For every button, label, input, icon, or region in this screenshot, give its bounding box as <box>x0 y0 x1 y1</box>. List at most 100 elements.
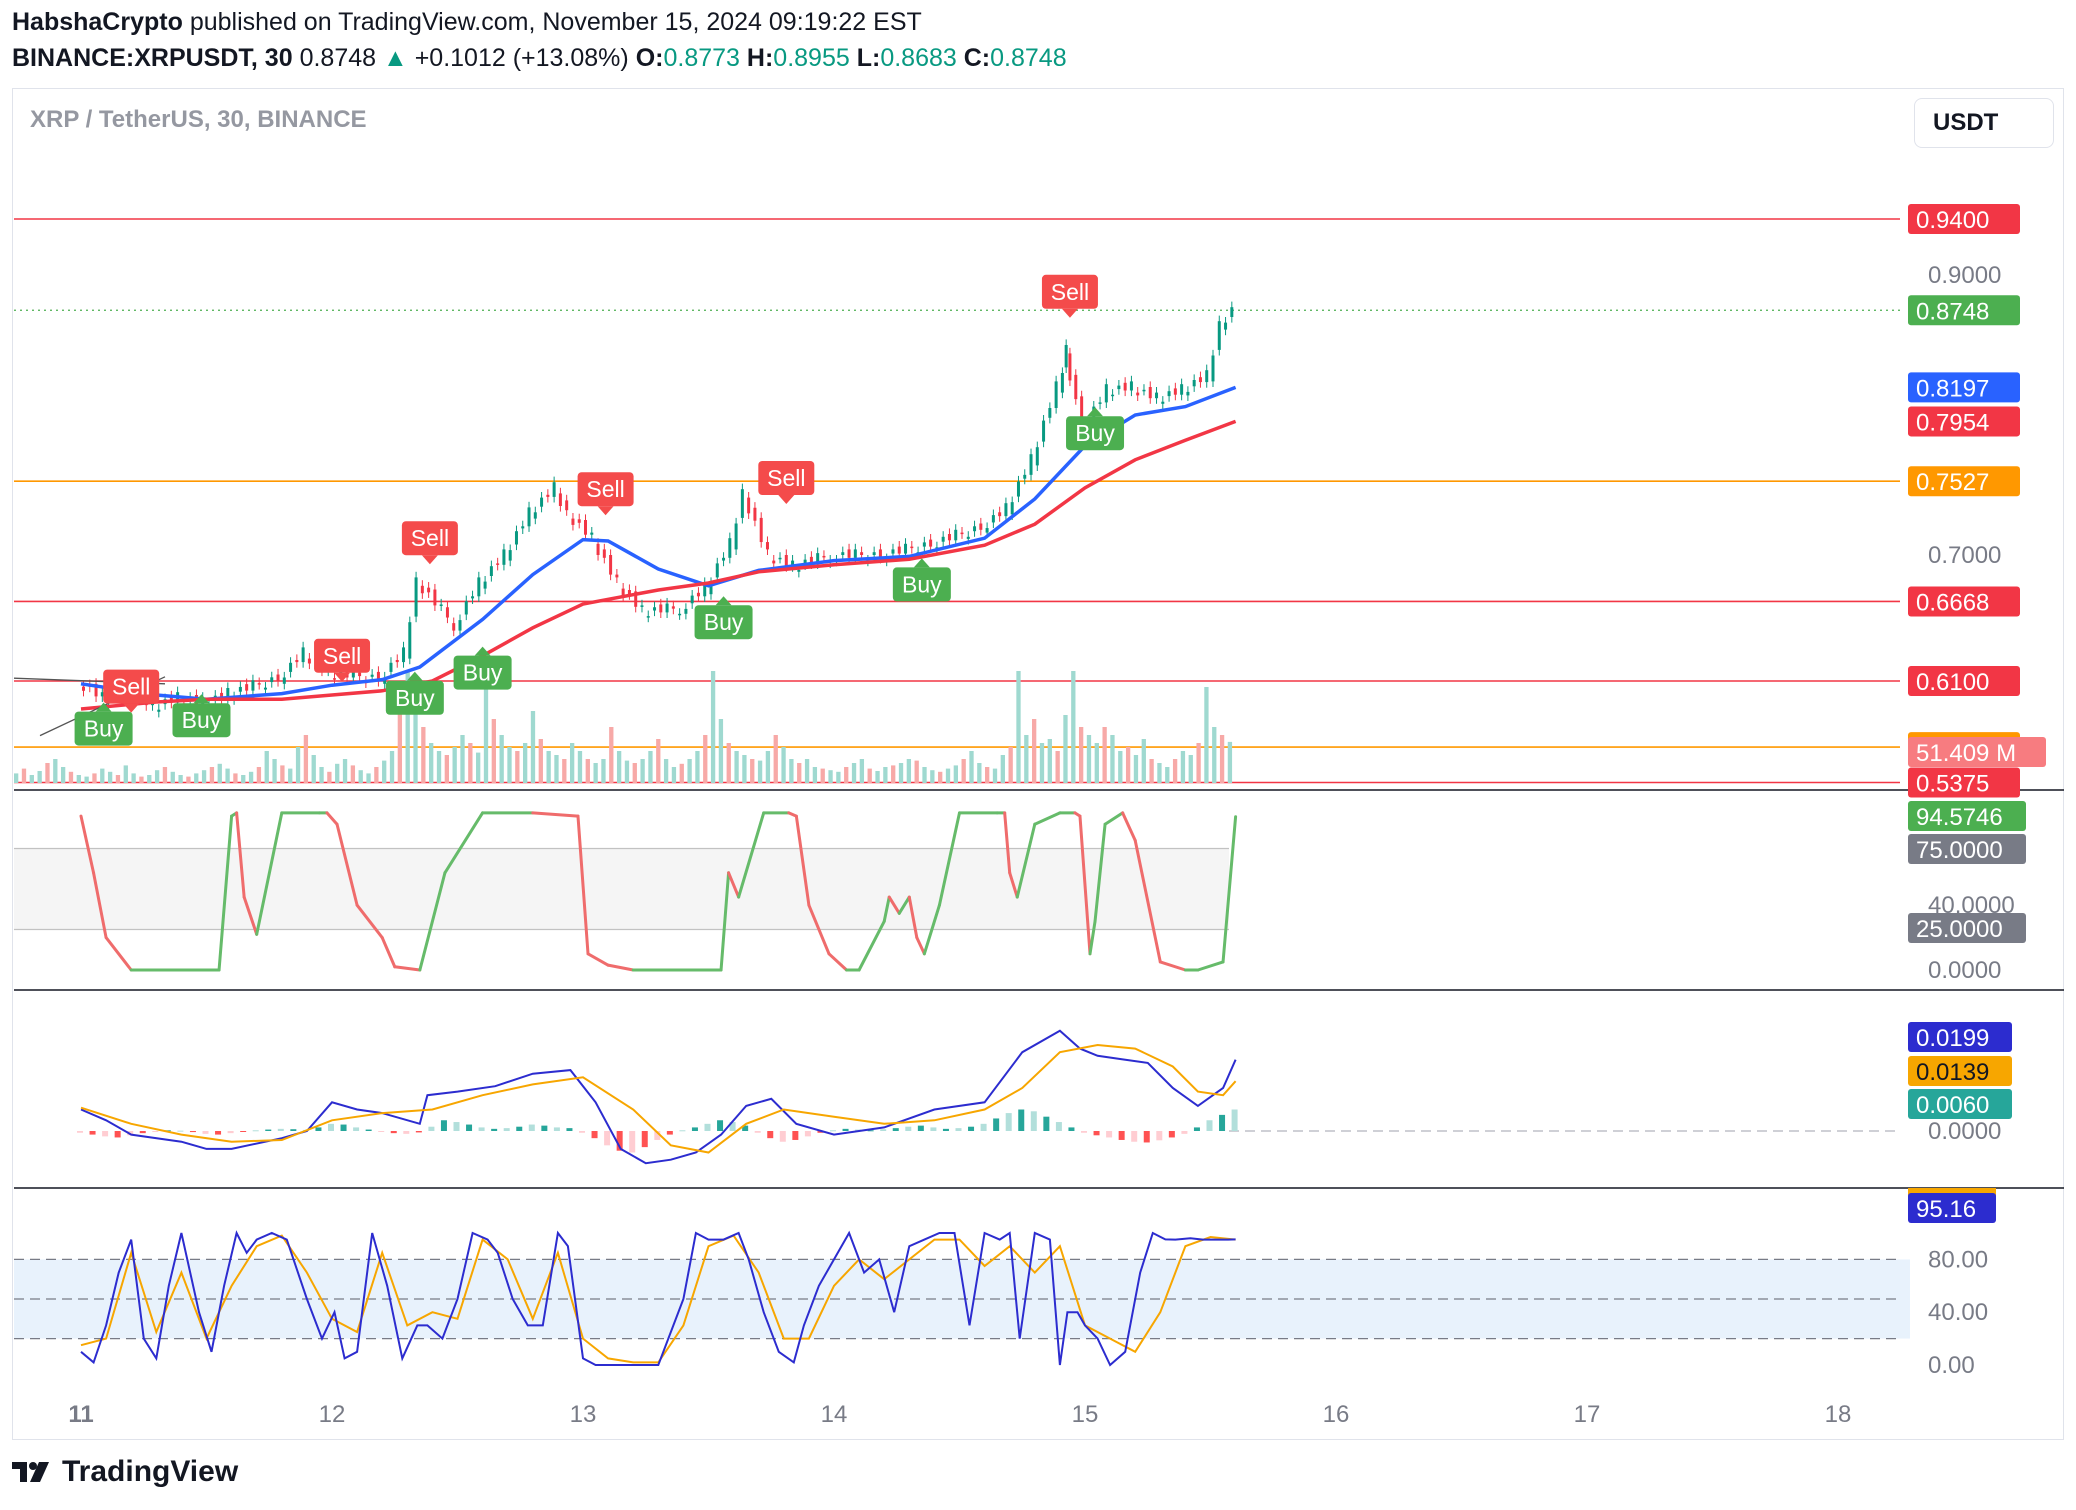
candle-body <box>703 583 707 597</box>
candle-body <box>847 549 851 558</box>
oscillator-band <box>14 848 1229 930</box>
macd-histogram-bar <box>415 1131 422 1133</box>
macd-histogram-bar <box>892 1128 899 1131</box>
volume-bar <box>397 695 403 783</box>
candle-body <box>671 606 675 609</box>
macd-histogram-bar <box>817 1131 824 1133</box>
tradingview-logo[interactable]: TradingView <box>12 1455 238 1489</box>
macd-histogram-bar <box>980 1123 987 1131</box>
volume-bar <box>162 767 168 783</box>
macd-histogram-bar <box>1118 1131 1125 1140</box>
macd-histogram-bar <box>1231 1109 1238 1131</box>
macd-histogram-bar <box>265 1129 272 1131</box>
oscillator-segment <box>719 871 731 972</box>
currency-button[interactable]: USDT <box>1914 98 2054 148</box>
macd-histogram-bar <box>503 1128 510 1131</box>
volume-bar <box>1196 743 1201 783</box>
macd-histogram-bar <box>691 1127 698 1131</box>
volume-bar <box>601 759 606 783</box>
sell-signal-label: Sell <box>112 674 150 700</box>
candle-body <box>797 569 801 572</box>
candle-body <box>1035 447 1039 466</box>
candle-body <box>257 683 261 685</box>
oscillator-label <box>1908 801 2026 831</box>
volume-bar <box>45 763 50 783</box>
macd-histogram-bar <box>1030 1111 1037 1131</box>
candle-body <box>740 489 744 518</box>
volume-bar <box>76 775 81 783</box>
sell-signal-label: Sell <box>586 476 624 502</box>
candle-body <box>289 662 293 672</box>
buy-signal <box>172 703 231 738</box>
volume-bar <box>883 767 888 783</box>
macd-histogram-bar <box>1068 1127 1075 1131</box>
volume-bar <box>1204 687 1209 783</box>
candle-body <box>370 674 374 677</box>
candle-body <box>1129 381 1133 391</box>
candle-body <box>1117 385 1121 390</box>
volume-bar <box>867 768 872 783</box>
candle-body <box>784 555 788 567</box>
oscillator-segment <box>915 936 926 956</box>
candle-body <box>1148 387 1152 399</box>
volume-bar <box>985 767 990 783</box>
stoch-axis-tick: 40.00 <box>1928 1299 1988 1326</box>
candle-body <box>1155 392 1159 399</box>
candle-body <box>333 678 336 680</box>
candle-body <box>358 672 362 677</box>
volume-bar <box>1227 741 1233 783</box>
volume-bar <box>836 771 841 783</box>
volume-bar <box>1219 735 1225 783</box>
buy-signal <box>892 567 951 602</box>
author-name[interactable]: HabshaCrypto <box>12 8 183 36</box>
volume-bar <box>139 776 144 783</box>
price-level-label <box>1908 406 2020 437</box>
sell-signal-pointer <box>334 672 351 682</box>
macd-histogram-bar <box>767 1131 774 1139</box>
volume-bar <box>37 771 42 783</box>
macd-histogram-bar <box>365 1129 372 1131</box>
candle-body <box>1074 374 1078 400</box>
macd-histogram-bar <box>666 1131 673 1135</box>
oscillator-segment <box>79 814 96 875</box>
macd-histogram-bar <box>428 1126 435 1131</box>
buy-signal <box>385 680 444 715</box>
macd-histogram-bar <box>328 1123 334 1131</box>
candle-body <box>402 647 406 663</box>
macd-histogram-bar <box>1131 1131 1138 1142</box>
close-value: 0.8748 <box>990 44 1067 72</box>
volume-bar <box>938 771 943 783</box>
high-value: 0.8955 <box>773 44 850 72</box>
oscillator-segment <box>380 936 397 969</box>
candle-body <box>715 563 719 578</box>
macd-histogram-bar <box>867 1130 874 1132</box>
volume-bar <box>695 751 700 783</box>
volume-bar <box>765 751 771 783</box>
oscillator-segment <box>922 903 941 956</box>
sell-signal <box>103 669 160 704</box>
macd-label <box>1908 1022 2012 1052</box>
macd-histogram-bar <box>77 1131 83 1133</box>
candle-body <box>910 546 914 549</box>
candle-body <box>634 591 638 607</box>
volume-bar <box>679 763 684 783</box>
volume-bar <box>476 752 481 783</box>
open-label: O: <box>635 44 664 72</box>
candle-body <box>590 532 594 535</box>
volume-bar <box>930 770 935 783</box>
volume-bar <box>327 771 332 783</box>
volume-bar <box>1157 763 1162 783</box>
volume-bar <box>84 776 89 783</box>
tradingview-logo-icon <box>12 1462 49 1482</box>
volume-bar <box>374 767 379 783</box>
candle-body <box>860 552 864 555</box>
macd-histogram-bar <box>616 1131 623 1151</box>
volume-bar <box>757 760 763 783</box>
volume-bar <box>225 768 230 783</box>
volume-bar <box>569 743 575 783</box>
macd-histogram-bar <box>579 1131 585 1133</box>
oscillator-label-text: 25.0000 <box>1916 916 2003 943</box>
volume-bar <box>703 735 708 783</box>
volume-bar <box>483 679 489 783</box>
